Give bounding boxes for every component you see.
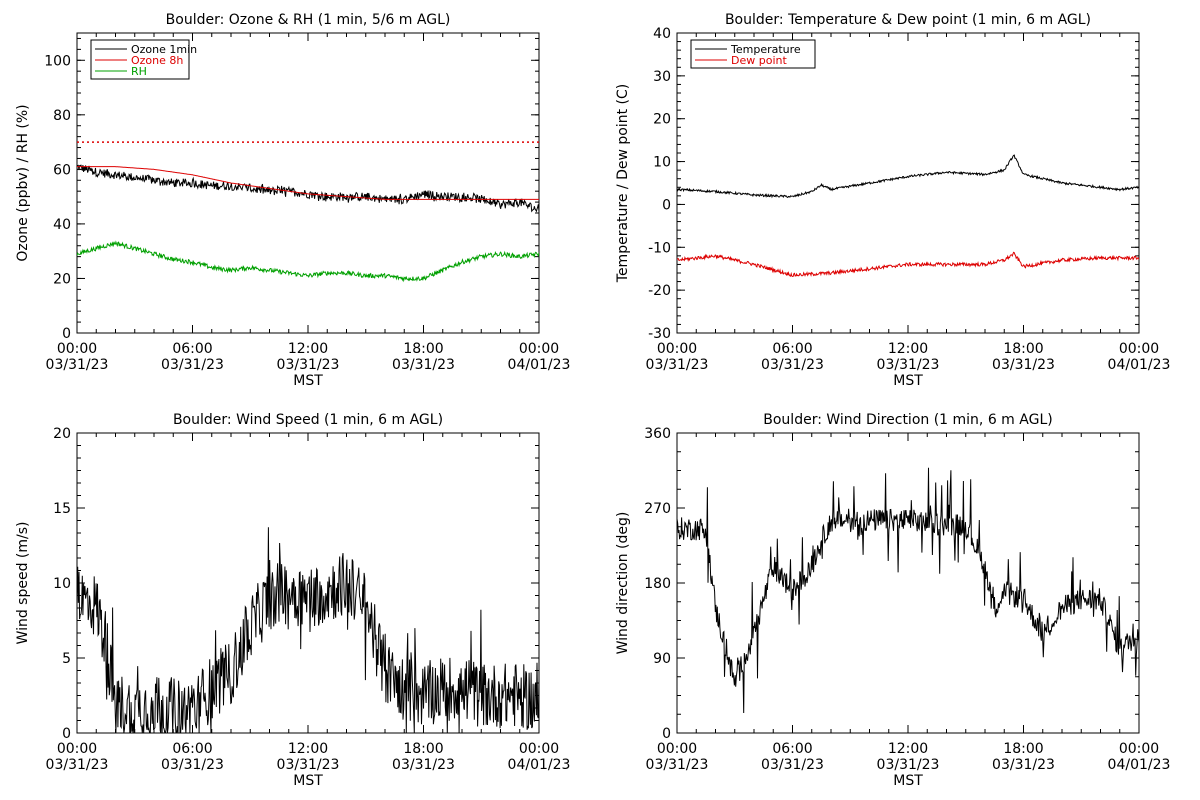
ozone-legend-label: Ozone 1min	[131, 43, 197, 56]
wspd-ytick-label: 0	[62, 726, 71, 742]
wdir-xtick-date: 03/31/23	[992, 757, 1055, 773]
wdir-ytick-label: 360	[644, 426, 671, 442]
wspd-ytick-label: 20	[53, 426, 71, 442]
wspd-ytick-label: 5	[62, 651, 71, 667]
wdir-ytick-label: 180	[644, 576, 671, 592]
temp-title: Boulder: Temperature & Dew point (1 min,…	[725, 12, 1091, 28]
wdir-xtick-date: 04/01/23	[1108, 757, 1171, 773]
ozone-ytick-label: 80	[53, 108, 71, 124]
temp-ytick-label: 20	[653, 112, 671, 128]
wdir-xtick-date: 03/31/23	[877, 757, 940, 773]
temp-series-dew-point	[677, 251, 1139, 278]
temp-ytick-label: 30	[653, 69, 671, 85]
temp-xtick-time: 00:00	[1119, 341, 1159, 357]
ozone-ytick-label: 60	[53, 162, 71, 178]
ozone-xtick-time: 00:00	[57, 341, 97, 357]
wspd-xtick-time: 12:00	[288, 741, 328, 757]
temp-xtick-time: 18:00	[1003, 341, 1043, 357]
wdir-ytick-label: 90	[653, 651, 671, 667]
ozone-ylabel: Ozone (ppbv) / RH (%)	[15, 104, 31, 261]
ozone-xtick-time: 00:00	[519, 341, 559, 357]
wspd-ylabel: Wind speed (m/s)	[15, 522, 31, 645]
wspd-ytick-label: 15	[53, 501, 71, 517]
temp-ytick-label: 0	[662, 197, 671, 213]
ozone-xtick-date: 04/01/23	[508, 357, 571, 373]
wspd-xtick-date: 03/31/23	[277, 757, 340, 773]
temp-ytick-label: -30	[648, 326, 671, 342]
wspd-xtick-time: 06:00	[172, 741, 212, 757]
wdir-plot-frame	[676, 432, 1140, 734]
wdir-xtick-time: 18:00	[1003, 741, 1043, 757]
wdir-ylabel: Wind direction (deg)	[615, 512, 631, 655]
ozone-legend-label: RH	[131, 65, 147, 78]
temp-legend-label: Temperature	[730, 43, 801, 56]
temp-legend-label: Dew point	[731, 54, 787, 67]
wspd-xlabel: MST	[293, 773, 323, 789]
temp-ylabel: Temperature / Dew point (C)	[615, 84, 631, 283]
wdir-series-line	[677, 467, 1139, 714]
ozone-series-ozone-8h	[77, 166, 539, 200]
temp-xtick-date: 04/01/23	[1108, 357, 1171, 373]
wdir-xtick-time: 06:00	[772, 741, 812, 757]
ozone-ytick-label: 40	[53, 217, 71, 233]
wdir-xtick-time: 12:00	[888, 741, 928, 757]
temp-legend	[690, 39, 816, 69]
wspd-xtick-time: 00:00	[519, 741, 559, 757]
wdir-xtick-date: 03/31/23	[761, 757, 824, 773]
temp-ytick-label: 40	[653, 26, 671, 42]
wdir-xtick-time: 00:00	[657, 741, 697, 757]
wspd-ytick-label: 10	[53, 576, 71, 592]
ozone-title: Boulder: Ozone & RH (1 min, 5/6 m AGL)	[166, 12, 451, 28]
temp-xtick-date: 03/31/23	[992, 357, 1055, 373]
temp-xtick-time: 06:00	[772, 341, 812, 357]
wspd-title: Boulder: Wind Speed (1 min, 6 m AGL)	[173, 412, 443, 428]
wspd-xtick-date: 04/01/23	[508, 757, 571, 773]
temp-ytick-label: -20	[648, 283, 671, 299]
temp-xlabel: MST	[893, 373, 923, 389]
wdir-xtick-time: 00:00	[1119, 741, 1159, 757]
temp-series-temperature	[677, 154, 1139, 199]
wdir-panel: Boulder: Wind Direction (1 min, 6 m AGL)…	[615, 412, 1170, 789]
ozone-xtick-time: 06:00	[172, 341, 212, 357]
temp-xtick-time: 00:00	[657, 341, 697, 357]
ozone-ytick-label: 0	[62, 326, 71, 342]
wspd-xtick-time: 18:00	[403, 741, 443, 757]
wdir-xtick-date: 03/31/23	[646, 757, 709, 773]
temp-xtick-date: 03/31/23	[877, 357, 940, 373]
ozone-legend-label: Ozone 8h	[131, 54, 183, 67]
ozone-xlabel: MST	[293, 373, 323, 389]
wdir-xlabel: MST	[893, 773, 923, 789]
ozone-xtick-date: 03/31/23	[161, 357, 224, 373]
wdir-ytick-label: 270	[644, 501, 671, 517]
wdir-title: Boulder: Wind Direction (1 min, 6 m AGL)	[763, 412, 1052, 428]
temp-xtick-date: 03/31/23	[646, 357, 709, 373]
ozone-panel: Boulder: Ozone & RH (1 min, 5/6 m AGL) 0 2…	[15, 12, 570, 389]
temp-ytick-label: -10	[648, 240, 671, 256]
wspd-xtick-date: 03/31/23	[46, 757, 109, 773]
ozone-ytick-label: 20	[53, 271, 71, 287]
ozone-xtick-date: 03/31/23	[277, 357, 340, 373]
ozone-xtick-date: 03/31/23	[392, 357, 455, 373]
wspd-panel: Boulder: Wind Speed (1 min, 6 m AGL) 0 5 10…	[15, 412, 570, 789]
temp-xtick-date: 03/31/23	[761, 357, 824, 373]
ozone-ytick-label: 100	[44, 53, 71, 69]
ozone-xtick-time: 12:00	[288, 341, 328, 357]
wspd-xtick-date: 03/31/23	[392, 757, 455, 773]
wspd-xtick-time: 00:00	[57, 741, 97, 757]
wspd-xtick-date: 03/31/23	[161, 757, 224, 773]
temp-panel: Boulder: Temperature & Dew point (1 min,…	[615, 12, 1170, 389]
ozone-xtick-date: 03/31/23	[46, 357, 109, 373]
wdir-ytick-label: 0	[662, 726, 671, 742]
wspd-series-line	[77, 527, 539, 733]
ozone-series-rh	[77, 240, 539, 283]
ozone-xtick-time: 18:00	[403, 341, 443, 357]
temp-ytick-label: 10	[653, 155, 671, 171]
ozone-series-ozone-1min	[77, 164, 539, 213]
temp-xtick-time: 12:00	[888, 341, 928, 357]
